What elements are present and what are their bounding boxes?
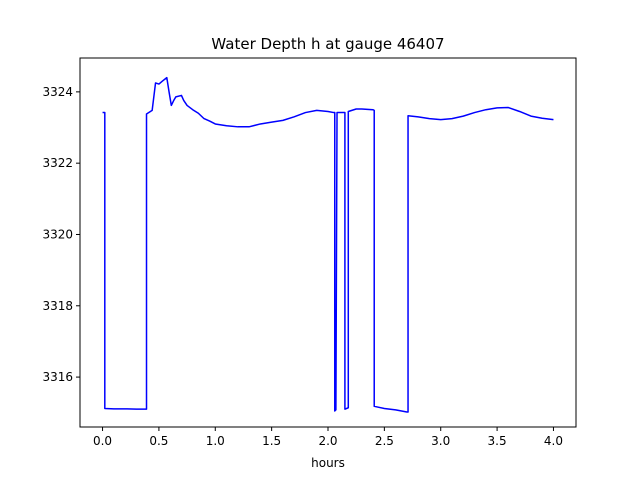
chart-title: Water Depth h at gauge 46407 bbox=[211, 35, 444, 53]
x-axis-label: hours bbox=[311, 456, 345, 470]
x-tick-label: 4.0 bbox=[544, 434, 563, 448]
y-tick-label: 3316 bbox=[42, 370, 73, 384]
y-tick-label: 3324 bbox=[42, 85, 73, 99]
y-tick-label: 3318 bbox=[42, 299, 73, 313]
x-tick-label: 1.0 bbox=[206, 434, 225, 448]
x-tick-label: 1.5 bbox=[262, 434, 281, 448]
x-tick-label: 3.0 bbox=[431, 434, 450, 448]
series-line-0 bbox=[102, 76, 554, 413]
x-tick-label: 0.0 bbox=[93, 434, 112, 448]
x-tick-label: 3.5 bbox=[488, 434, 507, 448]
x-tick-label: 0.5 bbox=[149, 434, 168, 448]
x-tick-label: 2.0 bbox=[318, 434, 337, 448]
x-axis: 0.0 0.5 1.0 1.5 2.0 2.5 3.0 3.5 4.0 bbox=[93, 427, 563, 448]
y-tick-label: 3322 bbox=[42, 156, 73, 170]
plot-frame bbox=[79, 57, 577, 428]
x-tick-label: 2.5 bbox=[375, 434, 394, 448]
y-axis: 3316 3318 3320 3322 3324 bbox=[42, 85, 80, 384]
y-tick-label: 3320 bbox=[42, 227, 73, 241]
plot-area bbox=[102, 76, 554, 413]
